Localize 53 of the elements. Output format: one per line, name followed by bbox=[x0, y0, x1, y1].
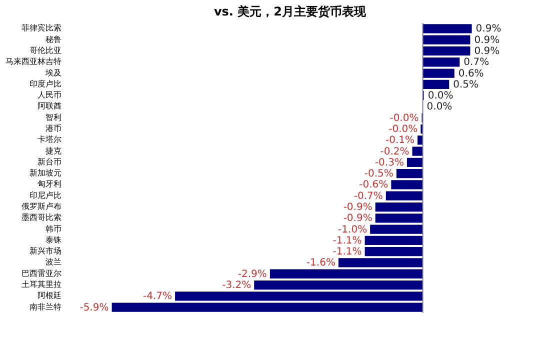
y-tick-label: 新台币 bbox=[38, 157, 62, 166]
y-tick-label: 墨西哥比索 bbox=[22, 213, 62, 222]
data-label: 0.9% bbox=[474, 46, 500, 57]
data-label: -1.6% bbox=[306, 258, 336, 269]
y-tick-label: 印度卢比 bbox=[30, 79, 62, 88]
data-label: -1.0% bbox=[338, 224, 368, 236]
data-label: -0.5% bbox=[364, 168, 394, 180]
y-tick-label: 匈牙利 bbox=[38, 180, 62, 189]
data-label: -0.9% bbox=[343, 213, 372, 224]
y-tick-label: 卡塔尔 bbox=[38, 135, 62, 144]
data-label: -0.3% bbox=[374, 157, 404, 168]
y-tick-label: 智利 bbox=[46, 112, 62, 122]
data-label: -2.9% bbox=[238, 268, 267, 280]
y-tick-label: 南非兰特 bbox=[30, 302, 62, 312]
y-tick-label: 波兰 bbox=[46, 258, 62, 267]
y-tick-label: 阿根廷 bbox=[38, 291, 62, 300]
y-tick-label: 秘鲁 bbox=[46, 34, 62, 44]
y-tick-label: 捷克 bbox=[46, 146, 62, 156]
data-label: -1.1% bbox=[332, 246, 362, 258]
y-tick-label: 新兴市场 bbox=[30, 246, 62, 256]
data-label: -0.2% bbox=[380, 146, 410, 158]
y-tick-label: 人民币 bbox=[38, 90, 62, 100]
data-label: 0.7% bbox=[464, 57, 490, 68]
data-label: 0.6% bbox=[458, 68, 484, 80]
y-tick-label: 印尼卢比 bbox=[30, 190, 62, 200]
y-tick-label: 阿联酋 bbox=[38, 102, 62, 111]
y-tick-label: 哥伦比亚 bbox=[30, 46, 62, 55]
y-tick-label: 泰铢 bbox=[46, 235, 62, 244]
data-label: -0.1% bbox=[385, 135, 415, 146]
data-label: 0.0% bbox=[426, 102, 452, 113]
y-tick-label: 菲律宾比索 bbox=[22, 24, 62, 33]
data-label: -0.7% bbox=[354, 190, 383, 202]
y-tick-label: 俄罗斯卢布 bbox=[22, 202, 62, 212]
data-label: -5.9% bbox=[80, 302, 109, 314]
data-label: -0.9% bbox=[343, 202, 372, 214]
y-tick-label: 巴西雷亚尔 bbox=[22, 268, 62, 278]
data-label: -0.6% bbox=[359, 180, 388, 191]
chart-title: vs. 美元，2月主要货币表现 bbox=[214, 4, 368, 18]
data-label: -0.0% bbox=[388, 124, 418, 135]
y-tick-label: 马来西亚林吉特 bbox=[6, 57, 62, 66]
data-label: -0.0% bbox=[390, 112, 419, 124]
y-tick-label: 埃及 bbox=[44, 68, 62, 78]
y-tick-label: 新加坡元 bbox=[30, 168, 62, 178]
data-label: -4.7% bbox=[143, 291, 172, 302]
y-tick-label: 土耳其里拉 bbox=[22, 280, 62, 290]
data-label: 0.5% bbox=[453, 79, 479, 90]
data-label: -1.1% bbox=[332, 235, 362, 246]
data-label: 0.0% bbox=[428, 90, 454, 102]
y-tick-label: 韩币 bbox=[46, 224, 62, 234]
data-label: 0.9% bbox=[474, 34, 500, 46]
y-tick-label: 港币 bbox=[46, 124, 62, 133]
data-label: -3.2% bbox=[222, 280, 252, 292]
data-label: 0.9% bbox=[476, 24, 502, 35]
